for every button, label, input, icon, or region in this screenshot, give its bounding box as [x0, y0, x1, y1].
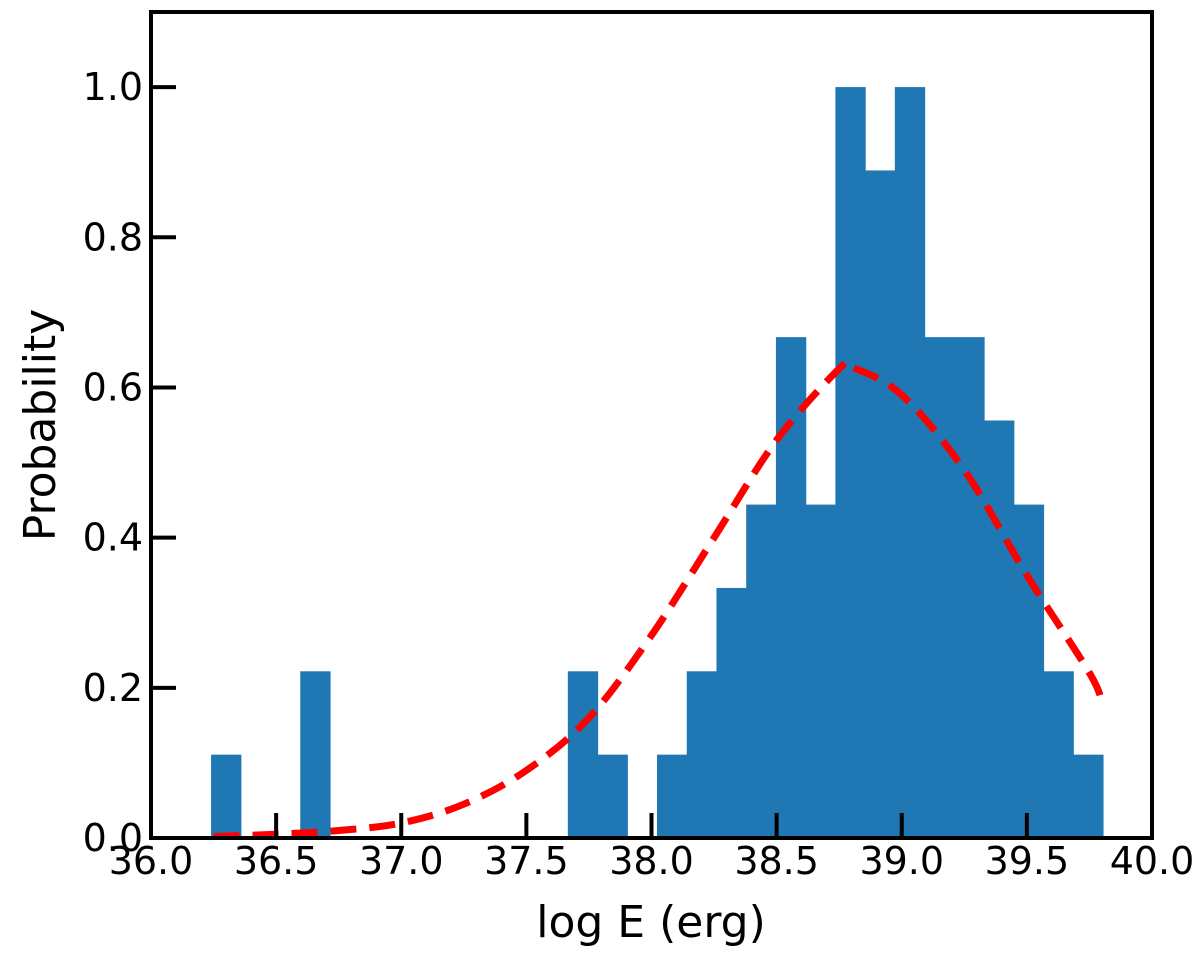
x-tick-label: 36.5 [234, 839, 319, 883]
histogram-bar [775, 337, 807, 838]
y-tick-label: 0.8 [83, 215, 143, 259]
histogram-bar [300, 671, 331, 838]
fit-curve [213, 358, 1106, 840]
histogram-bar [984, 420, 1015, 838]
histogram-bar [211, 754, 242, 838]
x-tick-label: 37.0 [359, 839, 444, 883]
histogram-bar [686, 671, 718, 838]
histogram-bar [597, 754, 628, 838]
histogram-bars [211, 87, 1104, 838]
y-tick-label: 0.0 [83, 816, 143, 860]
plot-frame [149, 10, 1154, 840]
y-tick-label: 0.6 [83, 365, 143, 409]
x-axis-label: log E (erg) [536, 897, 766, 948]
x-tick-label: 37.5 [484, 839, 569, 883]
histogram-bar [567, 671, 599, 838]
histogram-bar [1043, 671, 1074, 838]
x-tick-label: 39.0 [859, 839, 944, 883]
histogram-bar [865, 170, 896, 838]
histogram-bar [805, 504, 836, 838]
x-tick-label: 38.0 [609, 839, 694, 883]
x-tick-label: 38.5 [734, 839, 819, 883]
x-tick-label: 36.0 [109, 839, 194, 883]
histogram-bar [924, 337, 955, 838]
y-tick-label: 0.4 [83, 516, 143, 560]
histogram-bar [716, 587, 747, 838]
y-axis-label: Probability [15, 309, 66, 542]
histogram-bar [835, 87, 866, 838]
histogram-bar [894, 87, 926, 838]
y-tick-label: 0.2 [83, 666, 143, 710]
histogram-bar [746, 504, 777, 838]
y-tick-label: 1.0 [83, 65, 143, 109]
histogram-bar [954, 337, 985, 838]
x-tick-label: 40.0 [1110, 839, 1195, 883]
x-tick-label: 39.5 [985, 839, 1070, 883]
histogram-bar [1073, 754, 1104, 838]
axis-ticks: 36.0 36.5 37.0 37.5 38.0 38.5 39.0 39.5 40.0 0.0 0… [83, 65, 1195, 883]
histogram-bar [657, 754, 688, 838]
